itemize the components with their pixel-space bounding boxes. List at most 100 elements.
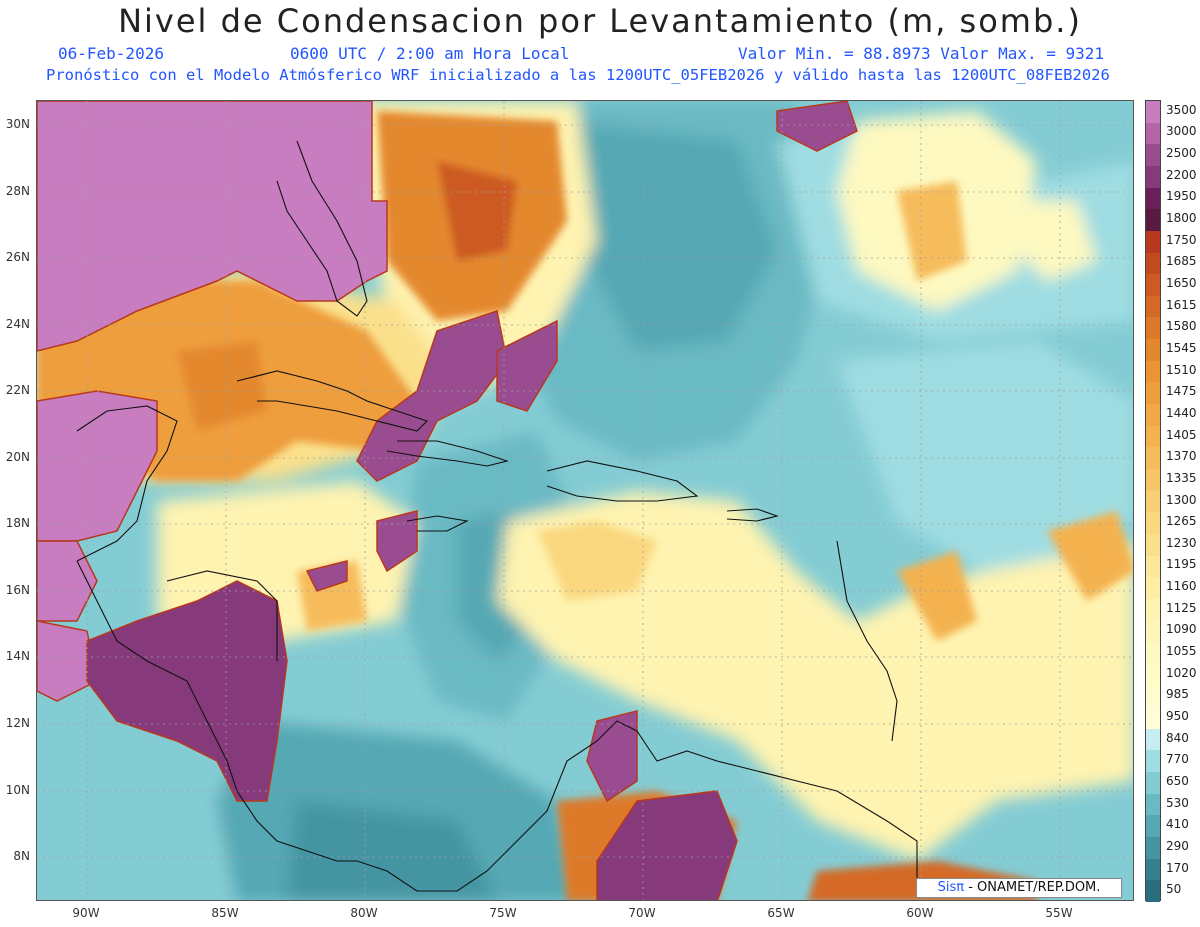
color-scale-swatch [1146, 101, 1160, 124]
lon-label-65w: 65W [767, 906, 795, 920]
color-scale-swatch [1146, 490, 1160, 513]
color-scale-swatch [1146, 880, 1160, 903]
color-scale-label: 1230 [1166, 535, 1197, 550]
credit-text: - ONAMET/REP.DOM. [964, 880, 1101, 895]
color-scale-swatch [1146, 274, 1160, 297]
color-scale-swatch [1146, 317, 1160, 340]
color-scale-label: 1685 [1166, 254, 1197, 269]
color-scale-swatch [1146, 707, 1160, 730]
lat-label-18n: 18N [5, 516, 30, 530]
color-scale-swatch [1146, 815, 1160, 838]
map-title: Nivel de Condensacion por Levantamiento … [118, 2, 1082, 40]
color-scale-label: 985 [1166, 687, 1189, 702]
color-scale-label: 1370 [1166, 449, 1197, 464]
color-scale-label: 1160 [1166, 579, 1197, 594]
color-scale-label: 1090 [1166, 622, 1197, 637]
color-scale-swatch [1146, 230, 1160, 254]
color-scale-label: 840 [1166, 730, 1189, 745]
lat-label-14n: 14N [5, 649, 30, 663]
lon-label-60w: 60W [906, 906, 934, 920]
credit-box: Sisπ - ONAMET/REP.DOM. [916, 878, 1122, 898]
lon-label-90w: 90W [72, 906, 100, 920]
color-scale-swatch [1146, 555, 1160, 578]
color-scale-swatch [1146, 858, 1160, 881]
color-scale-label: 1300 [1166, 492, 1197, 507]
lat-label-28n: 28N [5, 184, 30, 198]
color-scale-swatch [1146, 425, 1160, 448]
color-scale-label: 170 [1166, 860, 1189, 875]
lat-label-26n: 26N [5, 250, 30, 264]
color-scale-label: 1335 [1166, 470, 1197, 485]
color-scale-swatch [1146, 447, 1160, 470]
color-scale-label: 1405 [1166, 427, 1197, 442]
color-scale-swatch [1146, 295, 1160, 318]
color-scale-label: 1615 [1166, 297, 1197, 312]
color-scale-swatch [1146, 772, 1160, 795]
forecast-time: 0600 UTC / 2:00 am Hora Local [290, 44, 570, 63]
color-scale-label: 770 [1166, 752, 1189, 767]
color-scale-label: 2200 [1166, 167, 1197, 182]
color-scale-label: 1055 [1166, 644, 1197, 659]
color-scale-label: 1475 [1166, 384, 1197, 399]
lon-label-80w: 80W [350, 906, 378, 920]
color-scale-swatch [1146, 793, 1160, 816]
color-scale-swatch [1146, 728, 1160, 751]
lon-label-55w: 55W [1045, 906, 1073, 920]
color-scale-label: 3500 [1166, 102, 1197, 117]
lon-label-70w: 70W [628, 906, 656, 920]
color-scale-swatch [1146, 533, 1160, 557]
color-scale-label: 1750 [1166, 232, 1197, 247]
color-scale-label: 1510 [1166, 362, 1197, 377]
color-scale-label: 410 [1166, 817, 1189, 832]
color-scale-swatch [1146, 252, 1160, 275]
map-area [36, 100, 1134, 901]
color-scale-label: 1650 [1166, 276, 1197, 290]
lon-label-75w: 75W [489, 906, 517, 920]
color-scale-swatch [1146, 577, 1160, 600]
lat-label-12n: 12N [5, 716, 30, 730]
lat-label-30n: 30N [5, 117, 30, 131]
color-scale-swatch [1146, 750, 1160, 773]
color-scale-label: 50 [1166, 882, 1182, 897]
color-scale-label: 950 [1166, 708, 1189, 723]
lat-label-10n: 10N [5, 783, 30, 797]
color-scale-swatch [1146, 360, 1160, 383]
color-scale-swatch [1146, 512, 1160, 535]
color-scale-label: 530 [1166, 795, 1189, 810]
color-scale-label: 1950 [1166, 189, 1197, 204]
map-field [37, 101, 1133, 900]
color-scale-label: 1800 [1166, 211, 1197, 226]
color-scale-bar [1145, 100, 1161, 903]
color-scale-label: 3000 [1166, 124, 1197, 139]
color-scale-swatch [1146, 382, 1160, 405]
color-scale-swatch [1146, 122, 1160, 145]
lat-label-16n: 16N [5, 583, 30, 597]
color-scale-swatch [1146, 642, 1160, 665]
color-scale-swatch [1146, 404, 1160, 427]
color-scale-label: 1580 [1166, 319, 1197, 334]
color-scale-swatch [1146, 187, 1160, 210]
color-scale-swatch [1146, 469, 1160, 492]
lat-label-24n: 24N [5, 317, 30, 331]
color-scale-label: 1125 [1166, 600, 1197, 615]
color-scale-swatch [1146, 598, 1160, 622]
color-scale-swatch [1146, 144, 1160, 167]
forecast-date: 06-Feb-2026 [58, 44, 164, 63]
color-scale-swatch [1146, 620, 1160, 643]
color-scale-label: 2500 [1166, 146, 1197, 161]
color-scale-swatch [1146, 165, 1160, 189]
color-scale-swatch [1146, 685, 1160, 708]
color-scale-label: 1265 [1166, 514, 1197, 529]
color-scale-label: 1195 [1166, 557, 1197, 572]
color-scale-label: 1440 [1166, 405, 1197, 420]
color-scale-label: 1545 [1166, 340, 1197, 355]
color-scale-swatch [1146, 663, 1160, 686]
credit-brand: Sisπ [937, 880, 965, 895]
color-scale-label: 650 [1166, 773, 1189, 788]
min-max-values: Valor Min. = 88.8973 Valor Max. = 9321 [738, 44, 1105, 63]
color-scale-swatch [1146, 339, 1160, 362]
color-scale-label: 290 [1166, 838, 1189, 853]
color-scale-swatch [1146, 837, 1160, 860]
lon-label-85w: 85W [211, 906, 239, 920]
lat-label-22n: 22N [5, 383, 30, 397]
